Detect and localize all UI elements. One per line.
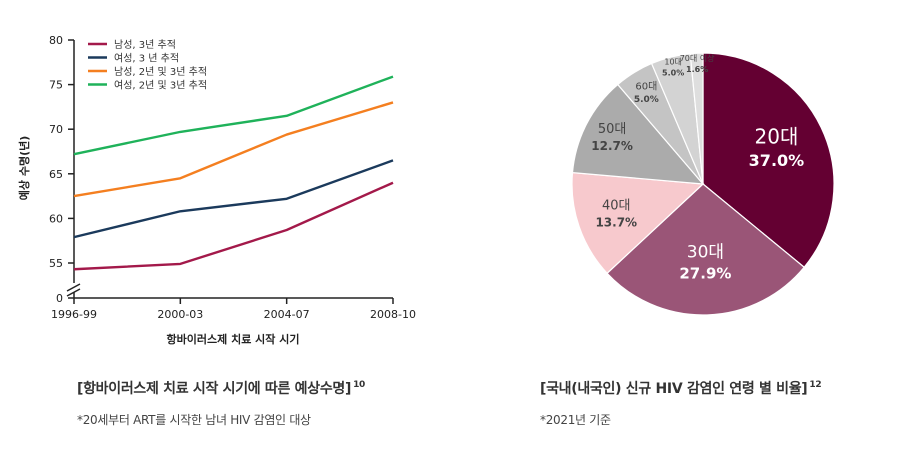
- pie-slice: [702, 52, 835, 269]
- legend-label: 남성, 3년 추적: [114, 39, 176, 51]
- pie-slice-label: 30대: [687, 242, 724, 262]
- y-axis: [66, 40, 81, 298]
- left-caption-ref: 10: [353, 380, 366, 390]
- pie-slice-label: 10대: [664, 57, 682, 66]
- series-line: [73, 159, 394, 239]
- y-tick-label: 55: [49, 257, 63, 270]
- left-caption-note: *20세부터 ART를 시작한 남녀 HIV 감염인 대상: [77, 413, 311, 427]
- right-caption-note: *2021년 기준: [540, 413, 611, 427]
- left-caption-text: [항바이러스제 치료 시작 시기에 따른 예상수명]: [77, 381, 352, 397]
- x-ticks: 1996-99 2000-03 2004-07 2008-10: [51, 298, 416, 321]
- series-line: [73, 181, 394, 271]
- y-tick-label: 60: [49, 212, 63, 225]
- series-line: [73, 101, 394, 198]
- pie-slice-percent: 13.7%: [595, 215, 637, 229]
- y-tick-label: 80: [49, 34, 63, 47]
- legend-label: 여성, 2년 및 3년 추적: [114, 80, 207, 92]
- pie-slice-label: 50대: [598, 122, 627, 137]
- pie-slice: [689, 52, 704, 185]
- x-tick-label: 2008-10: [370, 308, 416, 321]
- legend-label: 남성, 2년 및 3년 추적: [114, 66, 207, 78]
- y-tick-label: 65: [49, 168, 63, 181]
- pie-slice-label: 20대: [755, 125, 799, 149]
- y-tick-label: 70: [49, 123, 63, 136]
- legend-label: 여성, 3 년 추적: [114, 53, 179, 65]
- pie-slice: [606, 183, 806, 316]
- series-lines: [73, 75, 394, 271]
- pie-slice-percent: 5.0%: [662, 69, 684, 78]
- x-tick-label: 1996-99: [51, 308, 97, 321]
- pie-slice: [571, 171, 705, 275]
- pie-slice-percent: 5.0%: [634, 95, 659, 105]
- y-tick-label: 0: [56, 292, 63, 305]
- series-line: [73, 75, 394, 156]
- y-tick-label: 75: [49, 79, 63, 92]
- right-caption-ref: 12: [809, 380, 822, 390]
- pie-slice-percent: 37.0%: [749, 151, 805, 170]
- pie-slice-label: 40대: [602, 199, 631, 214]
- pie-slice-percent: 12.7%: [591, 139, 633, 153]
- pie-slice-percent: 1.6%: [686, 65, 708, 74]
- x-axis-label: 항바이러스제 치료 시작 시기: [167, 332, 300, 346]
- right-caption-title: [국내(내국인) 신규 HIV 감염인 연령 별 비율] 12: [540, 378, 822, 398]
- x-tick-label: 2004-07: [264, 308, 310, 321]
- y-axis-label: 예상 수명(년): [17, 136, 31, 200]
- pie-slice-percent: 27.9%: [679, 264, 731, 282]
- right-caption-text: [국내(내국인) 신규 HIV 감염인 연령 별 비율]: [540, 381, 808, 397]
- pie-slice-label: 70대 이상: [680, 53, 715, 63]
- x-tick-label: 2000-03: [157, 308, 203, 321]
- pie-slices: [571, 52, 835, 316]
- pie-slice: [571, 83, 705, 185]
- left-caption-title: [항바이러스제 치료 시작 시기에 따른 예상수명] 10: [77, 378, 365, 398]
- y-ticks: 0 55 60 65 70 75 80: [49, 34, 74, 305]
- pie-labels: 20대37.0%30대27.9%40대13.7%50대12.7%60대5.0%1…: [591, 53, 804, 282]
- age-distribution-pie-chart: 20대37.0%30대27.9%40대13.7%50대12.7%60대5.0%1…: [571, 52, 835, 316]
- pie-slice-label: 60대: [635, 81, 657, 93]
- life-expectancy-line-chart: 0 55 60 65 70 75 80 1996-99 2000-03 2004-07 2008-…: [17, 34, 416, 346]
